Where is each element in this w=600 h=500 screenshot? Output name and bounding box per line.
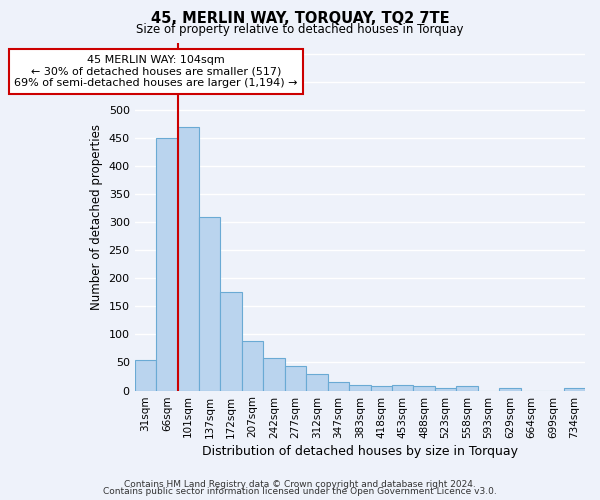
Bar — [199, 216, 220, 390]
Bar — [413, 386, 435, 390]
Bar — [285, 366, 306, 390]
Bar — [457, 386, 478, 390]
Bar — [328, 382, 349, 390]
Text: Size of property relative to detached houses in Torquay: Size of property relative to detached ho… — [136, 22, 464, 36]
Bar — [306, 374, 328, 390]
X-axis label: Distribution of detached houses by size in Torquay: Distribution of detached houses by size … — [202, 444, 518, 458]
Bar — [563, 388, 585, 390]
Text: 45 MERLIN WAY: 104sqm
← 30% of detached houses are smaller (517)
69% of semi-det: 45 MERLIN WAY: 104sqm ← 30% of detached … — [14, 55, 298, 88]
Bar — [134, 360, 156, 390]
Bar — [156, 138, 178, 390]
Bar — [178, 126, 199, 390]
Bar — [392, 385, 413, 390]
Text: Contains public sector information licensed under the Open Government Licence v3: Contains public sector information licen… — [103, 487, 497, 496]
Bar — [499, 388, 521, 390]
Bar — [435, 388, 457, 390]
Text: 45, MERLIN WAY, TORQUAY, TQ2 7TE: 45, MERLIN WAY, TORQUAY, TQ2 7TE — [151, 11, 449, 26]
Text: Contains HM Land Registry data © Crown copyright and database right 2024.: Contains HM Land Registry data © Crown c… — [124, 480, 476, 489]
Bar — [242, 341, 263, 390]
Bar — [263, 358, 285, 390]
Y-axis label: Number of detached properties: Number of detached properties — [90, 124, 103, 310]
Bar — [349, 385, 371, 390]
Bar — [371, 386, 392, 390]
Bar — [220, 292, 242, 390]
